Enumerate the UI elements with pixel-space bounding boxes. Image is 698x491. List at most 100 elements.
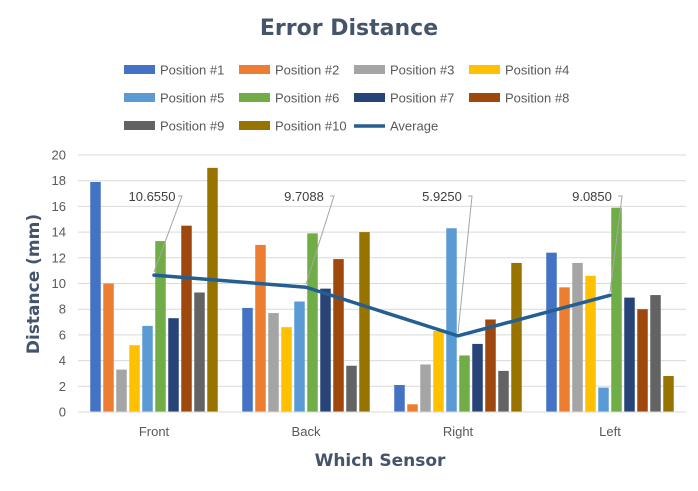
bar — [333, 259, 344, 412]
legend-swatch — [354, 93, 385, 102]
bar — [242, 307, 253, 412]
bar — [663, 376, 674, 412]
x-tick-label: Back — [292, 424, 321, 439]
legend-label: Position #8 — [505, 91, 569, 106]
callout-leader — [609, 195, 623, 293]
y-axis-title: Distance (mm) — [24, 214, 44, 354]
legend-swatch — [124, 65, 155, 74]
legend-label: Position #6 — [275, 91, 339, 106]
legend-label: Position #4 — [505, 63, 569, 78]
bar — [420, 364, 431, 412]
legend-swatch — [239, 93, 270, 102]
average-callouts: 10.6550 9.7088 5.9250 9.0850 — [129, 189, 623, 333]
bar — [194, 292, 205, 412]
y-tick-label: 10 — [52, 276, 66, 291]
bar — [546, 252, 557, 412]
legend-swatch — [124, 121, 155, 130]
gridlines — [78, 154, 686, 387]
y-axis-ticks: 0 2 4 6 8 10 12 14 16 18 20 — [52, 148, 66, 420]
callout-leader — [457, 195, 473, 333]
bar — [359, 232, 370, 412]
y-tick-label: 8 — [59, 302, 66, 317]
bar — [407, 404, 418, 412]
legend-item: Position #8 — [469, 91, 569, 106]
x-tick-label: Right — [443, 424, 474, 439]
bar — [611, 207, 622, 412]
average-value-label: 5.9250 — [422, 189, 462, 204]
y-tick-label: 20 — [52, 148, 66, 163]
bar — [598, 387, 609, 412]
legend-item: Position #2 — [239, 63, 339, 78]
legend-label: Position #9 — [160, 119, 224, 134]
bar — [650, 295, 661, 412]
legend-label: Position #10 — [275, 119, 347, 134]
bar — [103, 283, 114, 412]
legend-item: Average — [354, 119, 438, 134]
bar — [281, 327, 292, 412]
bar — [181, 225, 192, 412]
bar — [268, 313, 279, 412]
y-tick-label: 18 — [52, 173, 66, 188]
bar — [307, 233, 318, 412]
bar — [394, 385, 405, 412]
bar — [446, 228, 457, 412]
average-value-label: 9.7088 — [284, 189, 324, 204]
legend-label: Average — [390, 119, 438, 134]
legend-swatch — [239, 65, 270, 74]
legend-swatch — [354, 65, 385, 74]
y-tick-label: 16 — [52, 199, 66, 214]
legend-swatch — [239, 121, 270, 130]
y-tick-label: 2 — [59, 379, 66, 394]
y-tick-label: 12 — [52, 250, 66, 265]
callout-leader — [153, 195, 183, 273]
legend: Position #1 Position #2 Position #3 Positio… — [124, 63, 569, 134]
bar — [585, 275, 596, 412]
legend-item: Position #7 — [354, 91, 454, 106]
legend-label: Position #2 — [275, 63, 339, 78]
bar — [511, 262, 522, 412]
legend-item: Position #6 — [239, 91, 339, 106]
x-axis-ticks: Front Back Right Left — [139, 424, 621, 439]
bar — [472, 343, 483, 412]
bar — [498, 370, 509, 412]
legend-swatch — [124, 93, 155, 102]
callout-leader — [305, 195, 335, 285]
chart-title: Error Distance — [260, 16, 438, 41]
y-tick-label: 0 — [59, 405, 66, 420]
average-value-label: 9.0850 — [572, 189, 612, 204]
x-tick-label: Left — [599, 424, 621, 439]
average-line — [152, 273, 612, 338]
bar — [320, 288, 331, 412]
x-tick-label: Front — [139, 424, 170, 439]
legend-item: Position #3 — [354, 63, 454, 78]
bar — [572, 262, 583, 412]
y-tick-label: 6 — [59, 327, 66, 342]
y-tick-label: 4 — [59, 353, 66, 368]
legend-swatch — [469, 93, 500, 102]
bar — [207, 167, 218, 412]
legend-item: Position #4 — [469, 63, 569, 78]
legend-item: Position #1 — [124, 63, 224, 78]
bar — [485, 319, 496, 412]
bar — [116, 369, 127, 412]
legend-label: Position #5 — [160, 91, 224, 106]
bar — [168, 318, 179, 412]
bar — [637, 309, 648, 412]
legend-item: Position #9 — [124, 119, 224, 134]
bar — [129, 345, 140, 412]
legend-label: Position #3 — [390, 63, 454, 78]
legend-label: Position #7 — [390, 91, 454, 106]
bar — [433, 331, 444, 412]
bar — [90, 181, 101, 412]
average-line-path — [152, 273, 612, 338]
legend-swatch — [469, 65, 500, 74]
y-tick-label: 14 — [52, 225, 66, 240]
bar — [255, 244, 266, 412]
bar — [294, 301, 305, 412]
bar — [346, 365, 357, 412]
x-axis-title: Which Sensor — [315, 451, 446, 471]
bar — [459, 355, 470, 412]
legend-item: Position #10 — [239, 119, 347, 134]
average-value-label: 10.6550 — [129, 189, 176, 204]
